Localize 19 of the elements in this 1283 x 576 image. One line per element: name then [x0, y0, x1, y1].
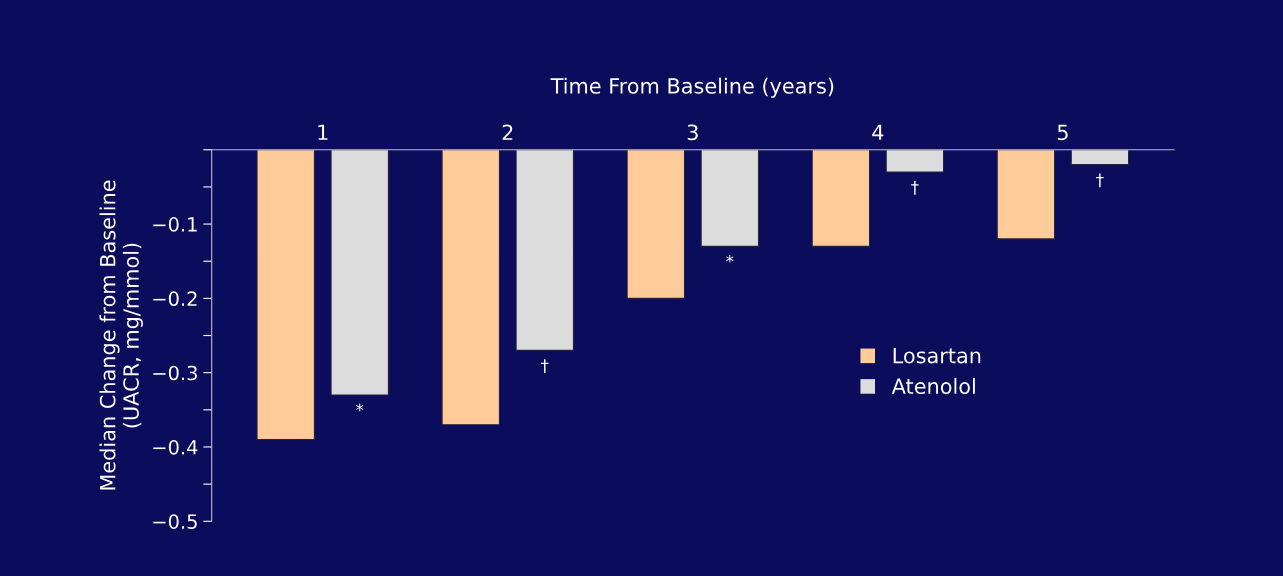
data-label: * [356, 403, 364, 412]
x-tick-label: 5 [1057, 124, 1068, 141]
x-axis-title: Time From Baseline (years) [550, 77, 834, 98]
y-tick-label: −0.2 [153, 291, 197, 307]
x-tick-label: 1 [318, 124, 328, 140]
x-tick-label: 4 [872, 124, 884, 140]
data-label: * [726, 254, 734, 263]
data-label: † [541, 359, 549, 373]
y-tick-label: −0.5 [153, 514, 197, 529]
x-tick-label: 2 [502, 124, 513, 140]
y-tick-label: −0.1 [153, 217, 197, 232]
legend-label: Atenolol [891, 377, 975, 395]
data-label: † [1096, 173, 1104, 188]
y-tick-label: −0.4 [153, 439, 198, 455]
y-tick-label: −0.3 [153, 365, 197, 381]
legend-label: Losartan [893, 347, 981, 364]
y-axis-title: Median Change from Baseline (UACR, mg/mmol) [99, 180, 143, 490]
x-tick-label: 3 [687, 124, 698, 141]
data-label: † [911, 180, 919, 195]
